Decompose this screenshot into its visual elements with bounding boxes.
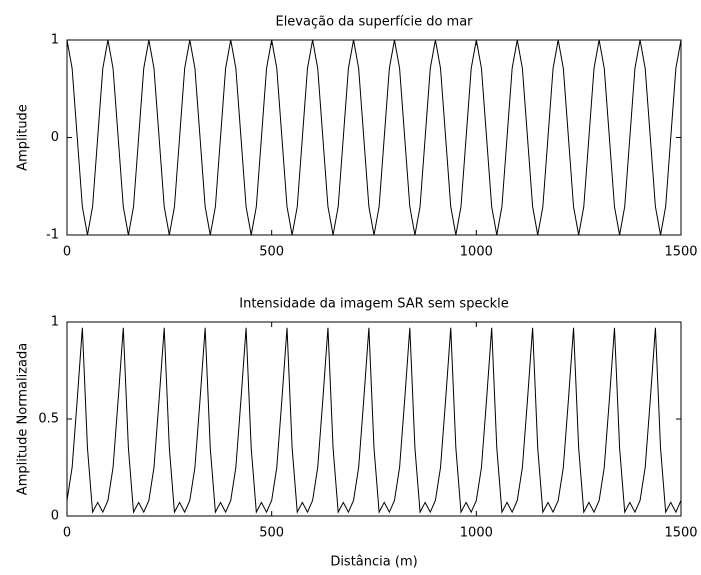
x-tick-label: 1500 — [664, 245, 697, 260]
x-tick-label: 0 — [63, 245, 71, 260]
y-tick-label: 1 — [51, 33, 59, 48]
y-tick-label: 0 — [51, 509, 59, 524]
chart-title: Intensidade da imagem SAR sem speckle — [239, 297, 508, 312]
y-tick-label: 0 — [51, 130, 59, 145]
x-tick-label: 1000 — [460, 526, 493, 541]
y-tick-label: -1 — [46, 228, 59, 243]
y-axis-label: Amplitude Normalizada — [16, 343, 31, 495]
axes-box — [66, 321, 682, 517]
x-tick-label: 1500 — [664, 526, 697, 541]
x-tick-label: 500 — [259, 245, 284, 260]
chart-title: Elevação da superfície do mar — [275, 15, 473, 30]
y-tick-label: 1 — [51, 315, 59, 330]
x-tick-label: 0 — [63, 526, 71, 541]
x-axis-label: Distância (m) — [330, 555, 417, 570]
x-tick-label: 500 — [259, 526, 284, 541]
y-axis-label: Amplitude — [16, 104, 31, 171]
data-line — [66, 39, 682, 236]
x-tick-label: 1000 — [460, 245, 493, 260]
y-tick-label: 0.5 — [38, 412, 59, 427]
data-line — [66, 327, 682, 514]
